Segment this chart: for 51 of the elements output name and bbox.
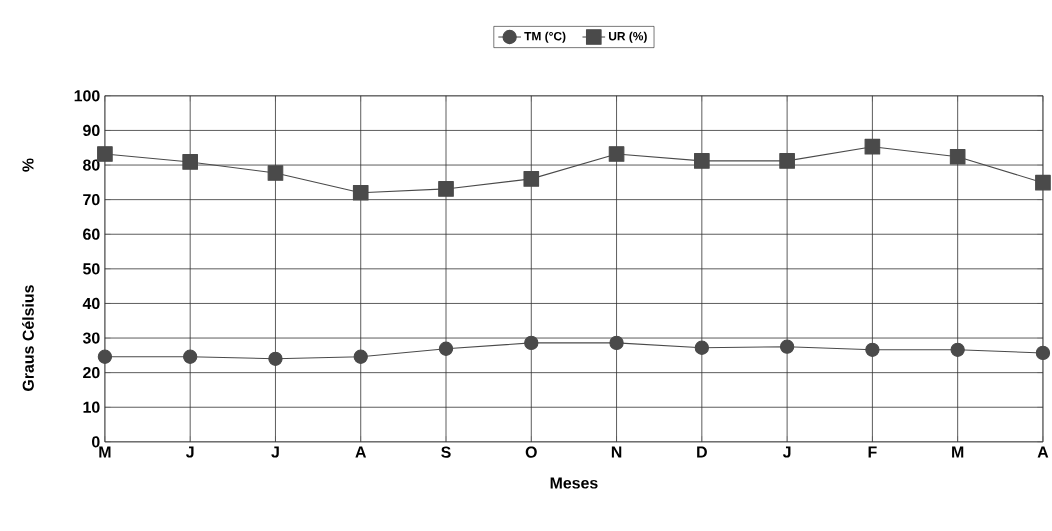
- x-tick-label: F: [868, 446, 877, 458]
- point: [353, 349, 368, 364]
- point: [609, 335, 624, 351]
- text: %: [22, 158, 34, 172]
- point: [694, 340, 709, 355]
- point: [1035, 345, 1051, 361]
- point: [97, 349, 113, 364]
- x-tick-label: M: [952, 446, 964, 458]
- point: [438, 181, 454, 197]
- legend-label: UR (%): [609, 31, 647, 43]
- x-axis-title: Meses: [550, 477, 598, 489]
- y-tick-label: 80: [83, 159, 100, 171]
- y-tick-label: 0: [91, 436, 100, 448]
- point: [779, 339, 795, 354]
- point: [865, 342, 880, 358]
- point: [523, 171, 540, 187]
- point: [524, 335, 539, 351]
- y-tick-label: 60: [83, 228, 100, 240]
- y-tick-label: 50: [83, 263, 100, 275]
- x-tick-label: J: [782, 446, 791, 458]
- legend-label: TM (°C): [524, 31, 566, 43]
- x-tick-label: D: [697, 446, 707, 458]
- x-tick-label: A: [1037, 446, 1049, 458]
- x-tick-label: A: [355, 446, 367, 458]
- x-tick-label: J: [186, 446, 194, 458]
- y-axis-title: Graus Célsius: [22, 285, 34, 391]
- point: [183, 349, 198, 364]
- point: [268, 351, 283, 367]
- x-tick-label: N: [611, 446, 622, 458]
- point: [694, 153, 710, 169]
- y-tick-label: 70: [83, 194, 100, 206]
- point: [438, 341, 454, 356]
- y-tick-label: 90: [83, 124, 100, 137]
- point: [949, 148, 966, 165]
- x-tick-label: O: [525, 446, 537, 458]
- x-tick-label: S: [441, 446, 451, 458]
- point: [950, 342, 965, 358]
- y-tick-label: 100: [74, 90, 100, 102]
- y-tick-label: 10: [83, 401, 100, 413]
- y-tick-label: 40: [82, 297, 100, 310]
- x-tick-label: M: [99, 446, 111, 458]
- point: [267, 165, 284, 181]
- point: [608, 146, 625, 162]
- point: [864, 138, 881, 155]
- point: [182, 154, 198, 170]
- y-tick-label: 20: [83, 367, 100, 379]
- point: [1035, 174, 1051, 191]
- point: [779, 153, 795, 169]
- y-tick-label: 30: [82, 332, 100, 344]
- x-tick-label: J: [271, 446, 279, 458]
- point: [352, 184, 369, 201]
